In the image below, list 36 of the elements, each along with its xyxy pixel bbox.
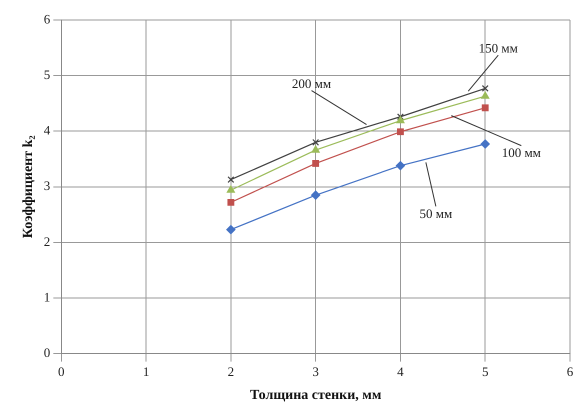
x-tick-label: 4 [397, 364, 404, 379]
point [227, 176, 234, 183]
annotation: 50 мм [420, 206, 452, 221]
y-tick-label: 0 [44, 345, 50, 360]
annotation: 150 мм [478, 40, 518, 56]
point [481, 92, 490, 99]
point [397, 113, 404, 120]
y-tick-label: 1 [44, 289, 50, 304]
x-tick-label: 6 [566, 364, 574, 379]
x-tick-label: 0 [58, 364, 65, 379]
y-tick-label: 6 [44, 11, 51, 26]
point [482, 104, 489, 112]
point [312, 138, 320, 146]
annotation: 200 мм [292, 76, 332, 91]
point [480, 139, 490, 149]
y-tick-label: 4 [44, 122, 51, 138]
point [226, 225, 236, 234]
point [311, 190, 320, 200]
point [397, 128, 404, 136]
point [396, 161, 406, 170]
point [482, 84, 489, 92]
point [227, 198, 234, 206]
annotation: 100 мм [502, 145, 541, 160]
x-tick-label: 1 [142, 364, 150, 379]
x-tick-label: 5 [482, 364, 488, 379]
point [312, 146, 320, 153]
y-tick-label: 2 [44, 234, 50, 249]
x-tick-label: 3 [312, 364, 319, 379]
point [226, 186, 235, 193]
y-tick-label: 5 [44, 67, 50, 82]
x-tick-label: 2 [228, 364, 234, 379]
x-axis-title: Толщина стенки, мм [250, 388, 382, 404]
y-axis-title: Коэффициент k₂ [21, 135, 36, 238]
point [396, 116, 404, 124]
point [312, 160, 320, 167]
y-tick-label: 3 [44, 178, 50, 194]
